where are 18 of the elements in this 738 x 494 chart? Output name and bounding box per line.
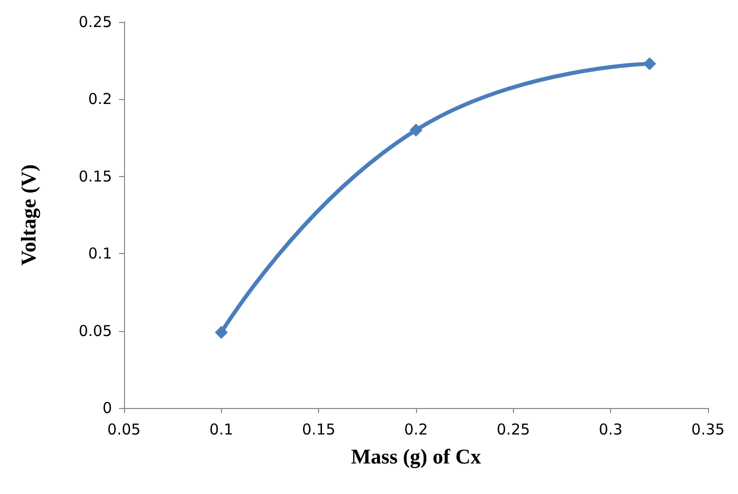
y-tick-label: 0.1 xyxy=(88,244,112,263)
x-tick-label: 0.2 xyxy=(404,420,428,438)
point xyxy=(214,326,228,339)
x-tick-label: 0.3 xyxy=(598,420,623,438)
point xyxy=(643,57,656,70)
y-tick-label: 0 xyxy=(102,399,112,417)
x-tick-label: 0.1 xyxy=(209,420,234,438)
y-tick-label: 0.05 xyxy=(78,322,112,340)
y-tick-label: 0.2 xyxy=(88,90,112,108)
y-tick-label: 0.25 xyxy=(78,13,112,31)
x-tick-label: 0.35 xyxy=(691,420,725,438)
x-tick-label: 0.15 xyxy=(302,420,336,438)
x-tick-label: 0.25 xyxy=(496,420,530,438)
point xyxy=(410,124,422,137)
x-axis-title: Mass (g) of Cx xyxy=(350,444,482,468)
y-tick-label: 0.15 xyxy=(78,167,112,186)
y-axis-title: Voltage (V) xyxy=(16,164,40,266)
x-tick-label: 0.05 xyxy=(107,420,141,438)
